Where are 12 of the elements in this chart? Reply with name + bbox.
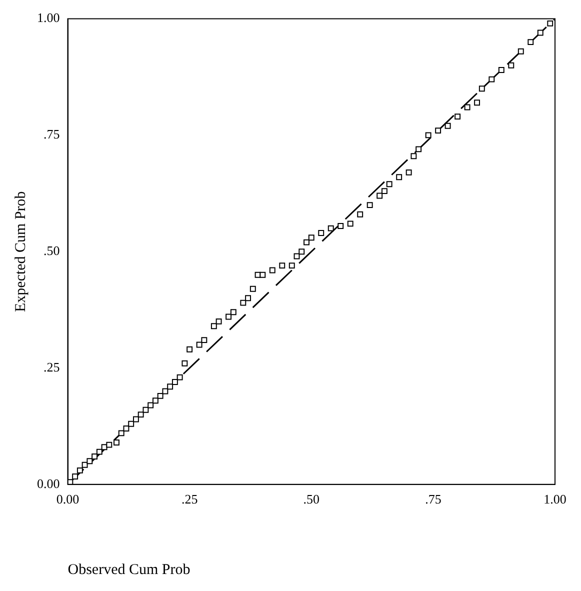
x-axis-title: Observed Cum Prob (68, 562, 190, 578)
x-tick-label: .25 (181, 492, 198, 507)
x-tick-label: 0.00 (56, 492, 80, 507)
x-tick-label: 1.00 (544, 492, 566, 507)
y-tick-label: .50 (44, 243, 60, 258)
x-tick-label: .75 (425, 492, 442, 507)
y-axis-title: Expected Cum Prob (12, 191, 29, 312)
y-tick-label: .25 (44, 359, 60, 374)
x-tick-label: .50 (303, 492, 320, 507)
y-tick-label: .75 (44, 126, 60, 142)
y-tick-label: 1.00 (37, 10, 60, 26)
y-tick-label: 0.00 (37, 476, 60, 491)
